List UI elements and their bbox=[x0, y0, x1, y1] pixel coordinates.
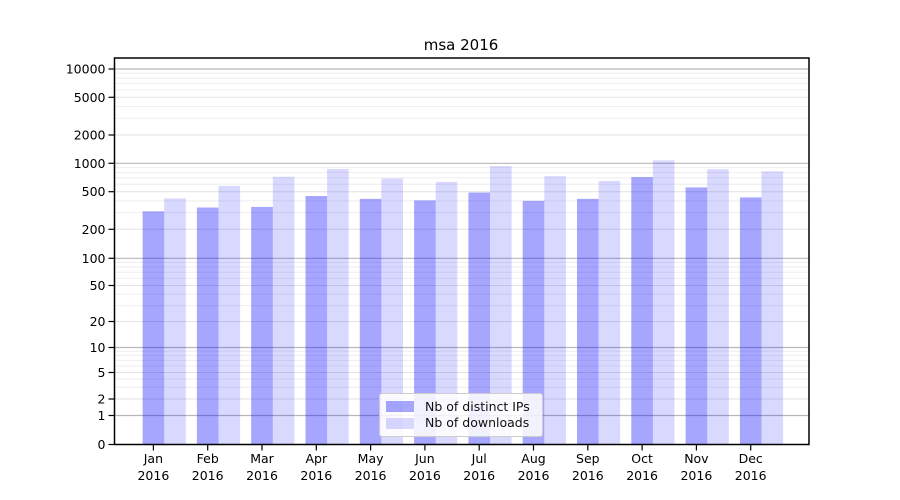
y-tick-label: 5 bbox=[98, 365, 106, 380]
legend-item-distinct-ips: Nb of distinct IPs bbox=[386, 398, 534, 414]
y-tick-label: 20 bbox=[90, 314, 106, 329]
x-tick-label-year: 2016 bbox=[518, 468, 550, 483]
bar-distinct-ips-dec bbox=[739, 197, 762, 445]
x-tick-label-month: Dec bbox=[739, 451, 763, 466]
bar-layer bbox=[142, 160, 784, 445]
bar-downloads-mar bbox=[272, 176, 295, 445]
x-tick-label-month: Oct bbox=[631, 451, 653, 466]
x-tick-label-year: 2016 bbox=[300, 468, 332, 483]
bar-distinct-ips-aug bbox=[522, 200, 545, 445]
x-tick-label-year: 2016 bbox=[626, 468, 658, 483]
x-tick-label-month: Jul bbox=[471, 451, 487, 466]
chart-title: msa 2016 bbox=[424, 36, 499, 54]
legend-item-downloads: Nb of downloads bbox=[386, 415, 534, 430]
x-tick-label-year: 2016 bbox=[355, 468, 387, 483]
x-tick-label-year: 2016 bbox=[680, 468, 712, 483]
x-tick-label-month: Sep bbox=[576, 451, 600, 466]
axes-frame bbox=[113, 57, 810, 446]
bar-downloads-jul bbox=[490, 166, 512, 445]
y-tick-label: 1 bbox=[98, 408, 106, 423]
y-tick-label: 5000 bbox=[74, 90, 106, 105]
x-tick-label-month: Feb bbox=[197, 451, 219, 466]
bar-distinct-ips-sep bbox=[577, 198, 599, 445]
y-tick-label: 100 bbox=[82, 251, 106, 266]
y-tick-label: 50 bbox=[90, 278, 106, 293]
bar-distinct-ips-apr bbox=[305, 196, 328, 445]
legend: Nb of distinct IPs Nb of downloads bbox=[379, 393, 543, 437]
bar-downloads-jan bbox=[164, 198, 186, 445]
bar-downloads-oct bbox=[652, 160, 675, 445]
bar-downloads-apr bbox=[327, 169, 349, 445]
x-tick-label-month: Jun bbox=[414, 451, 435, 466]
x-tick-label-year: 2016 bbox=[246, 468, 278, 483]
x-tick-label-year: 2016 bbox=[572, 468, 604, 483]
bar-distinct-ips-may bbox=[359, 198, 382, 445]
bar-distinct-ips-jan bbox=[142, 211, 165, 445]
bar-downloads-aug bbox=[544, 176, 566, 445]
x-tick-label-year: 2016 bbox=[463, 468, 495, 483]
y-tick-label: 10 bbox=[90, 340, 106, 355]
axis-layer: 0 12 5 10 20 50 100 200 500 1000 2000 5000 10000 Jan 2… bbox=[66, 57, 810, 483]
y-tick-label: 10000 bbox=[66, 62, 106, 77]
x-tick-label-year: 2016 bbox=[137, 468, 169, 483]
bar-downloads-sep bbox=[598, 180, 621, 445]
x-tick-label-year: 2016 bbox=[409, 468, 441, 483]
x-tick-label-year: 2016 bbox=[192, 468, 224, 483]
x-tick-label-month: Jan bbox=[143, 451, 163, 466]
x-tick-label-year: 2016 bbox=[735, 468, 767, 483]
bar-distinct-ips-nov bbox=[685, 187, 708, 445]
x-tick-label-month: Aug bbox=[521, 451, 545, 466]
bar-downloads-may bbox=[381, 178, 403, 445]
bar-downloads-feb bbox=[218, 185, 241, 445]
bar-distinct-ips-jun bbox=[414, 200, 436, 445]
bar-downloads-jun bbox=[435, 181, 458, 445]
legend-swatch-downloads bbox=[386, 417, 414, 429]
legend-label-downloads: Nb of downloads bbox=[425, 415, 530, 430]
x-tick-label-month: Nov bbox=[684, 451, 709, 466]
bar-distinct-ips-jul bbox=[468, 192, 490, 445]
y-tick-label: 1000 bbox=[74, 156, 106, 171]
x-tick-label-month: May bbox=[358, 451, 384, 466]
bar-downloads-nov bbox=[707, 169, 729, 445]
bar-distinct-ips-feb bbox=[196, 207, 219, 445]
bar-distinct-ips-oct bbox=[631, 177, 653, 445]
legend-swatch-distinct-ips bbox=[386, 401, 414, 413]
y-tick-label: 200 bbox=[82, 222, 106, 237]
bar-downloads-dec bbox=[761, 171, 784, 445]
y-tick-label: 0 bbox=[98, 437, 106, 452]
x-tick-label-month: Apr bbox=[305, 451, 327, 466]
y-tick-label: 500 bbox=[82, 184, 106, 199]
y-tick-label: 2000 bbox=[74, 128, 106, 143]
legend-label-distinct-ips: Nb of distinct IPs bbox=[425, 398, 530, 414]
x-tick-label-month: Mar bbox=[250, 451, 274, 466]
y-tick-label: 2 bbox=[98, 392, 106, 407]
bar-distinct-ips-mar bbox=[251, 206, 273, 445]
